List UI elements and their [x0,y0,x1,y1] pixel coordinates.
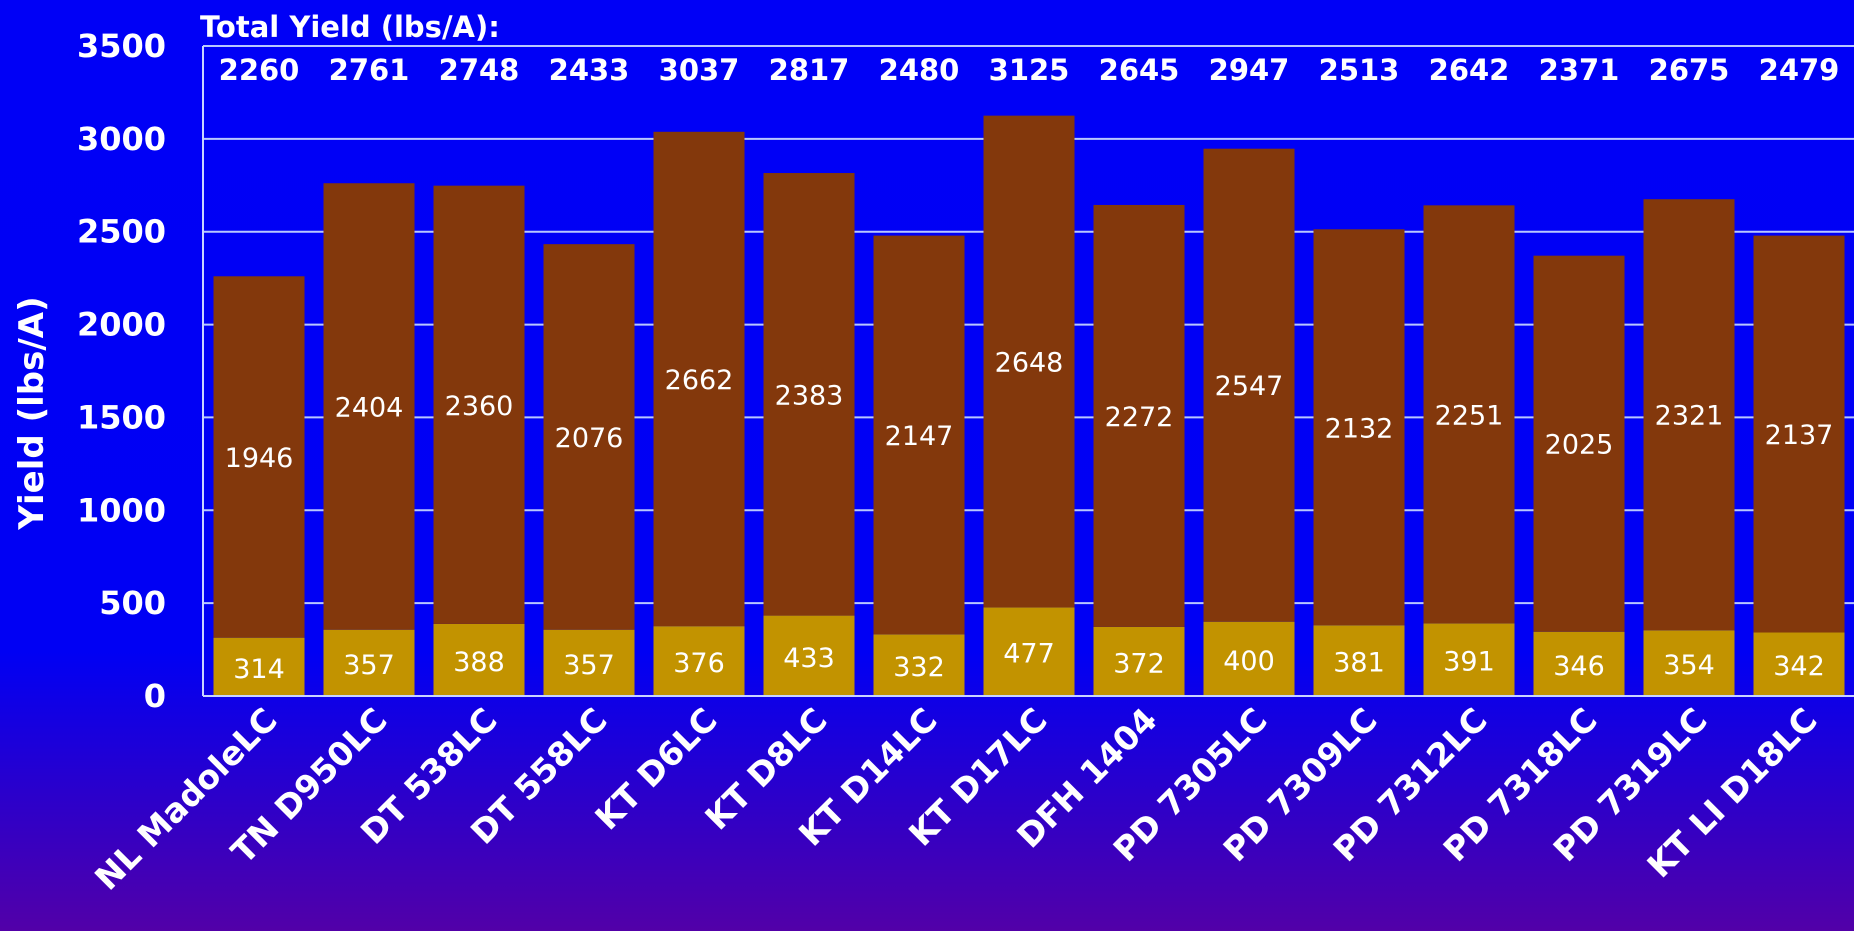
total-label: 2947 [1209,53,1290,87]
data-label-upper: 2404 [335,392,404,423]
data-label-lower: 477 [1003,639,1055,670]
y-tick-label: 1000 [77,491,166,529]
total-label: 2371 [1539,53,1620,87]
total-label: 2817 [769,53,850,87]
x-tick-label: NL MadoleLC [87,700,285,898]
data-label-lower: 372 [1113,648,1165,679]
data-label-upper: 2272 [1105,402,1174,433]
y-tick-label: 3500 [77,27,166,65]
data-label-upper: 2147 [885,421,954,452]
data-label-upper: 2137 [1765,420,1834,451]
data-label-lower: 354 [1663,650,1715,681]
data-label-lower: 357 [563,650,615,681]
y-axis-title: Yield (lbs/A) [12,296,52,530]
data-label-lower: 357 [343,650,395,681]
total-label: 2479 [1759,53,1840,87]
y-tick-label: 2500 [77,213,166,251]
total-label: 2642 [1429,53,1510,87]
data-label-lower: 391 [1443,647,1495,678]
data-label-upper: 2076 [555,423,624,454]
totals-title: Total Yield (lbs/A): [200,10,500,44]
data-label-upper: 2547 [1215,371,1284,402]
y-tick-label: 3000 [77,120,166,158]
data-label-upper: 2251 [1435,400,1504,431]
total-label: 2480 [879,53,960,87]
total-label: 2433 [549,53,630,87]
y-tick-label: 1500 [77,398,166,436]
data-label-upper: 2360 [445,391,514,422]
data-label-lower: 388 [453,647,505,678]
data-label-upper: 2321 [1655,401,1724,432]
data-label-upper: 2132 [1325,413,1394,444]
y-tick-label: 0 [144,677,166,715]
data-label-lower: 314 [233,654,285,685]
data-label-upper: 2648 [995,348,1064,379]
data-label-lower: 346 [1553,651,1605,682]
total-label: 3037 [659,53,740,87]
data-label-lower: 433 [783,643,835,674]
data-label-upper: 2383 [775,380,844,411]
data-label-lower: 381 [1333,648,1385,679]
data-label-lower: 376 [673,648,725,679]
total-label: 3125 [989,53,1070,87]
y-tick-label: 2000 [77,306,166,344]
total-label: 2675 [1649,53,1730,87]
total-label: 2761 [329,53,410,87]
data-label-upper: 2662 [665,365,734,396]
data-label-upper: 2025 [1545,430,1614,461]
data-label-lower: 342 [1773,651,1825,682]
total-label: 2513 [1319,53,1400,87]
data-label-lower: 332 [893,652,945,683]
total-label: 2645 [1099,53,1180,87]
data-label-lower: 400 [1223,646,1275,677]
data-label-upper: 1946 [225,443,294,474]
y-tick-label: 500 [99,584,166,622]
total-label: 2260 [219,53,300,87]
total-label: 2748 [439,53,520,87]
